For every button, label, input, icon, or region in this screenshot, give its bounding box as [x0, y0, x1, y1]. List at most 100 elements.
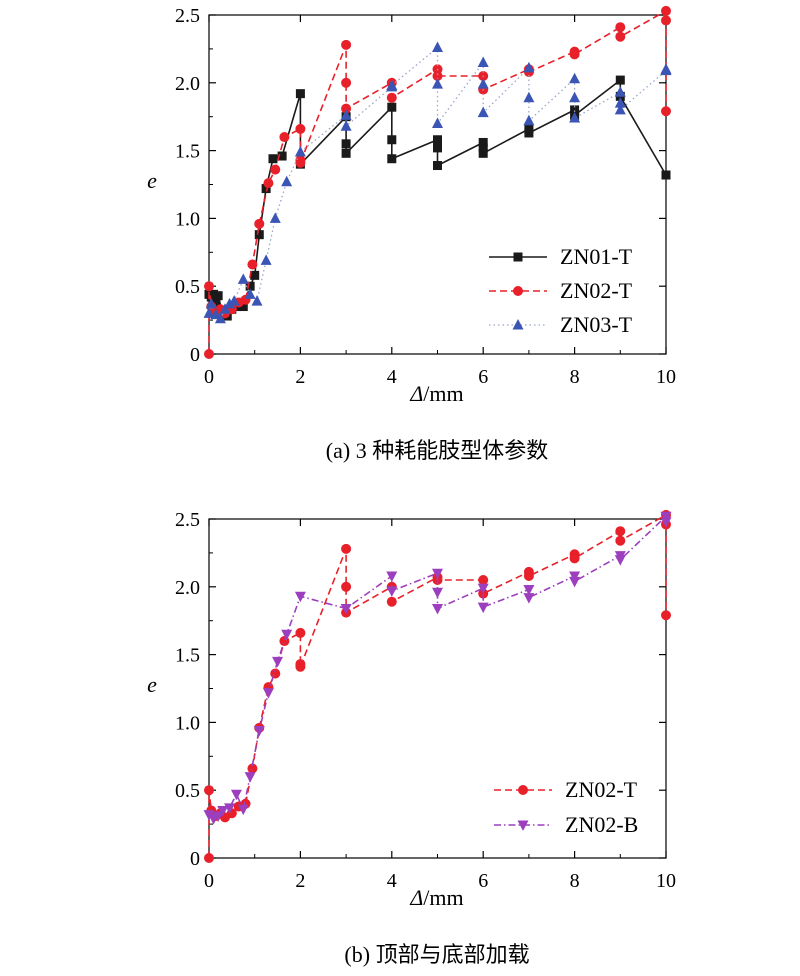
data-point-zn02-b	[340, 603, 352, 615]
data-point-zn02-b	[432, 603, 443, 615]
data-point-zn02-t	[204, 281, 214, 292]
x-tick-label: 6	[478, 870, 488, 892]
legend-marker-zn02-t-b	[518, 785, 528, 795]
data-point-zn01-t	[211, 297, 221, 307]
x-tick-label: 2	[295, 870, 305, 892]
y-tick-label: 2.0	[175, 73, 200, 95]
data-point-zn03-t	[228, 295, 240, 306]
data-point-zn02-b	[569, 576, 581, 588]
data-point-zn02-t	[615, 22, 626, 33]
x-axis-unit-b: /mm	[423, 885, 463, 910]
x-tick-label: 8	[570, 870, 580, 892]
legend-entry-zn01-t: ZN01-T	[489, 244, 633, 269]
data-point-zn01-t	[295, 89, 305, 99]
x-axis-label-b: Δ/mm	[409, 885, 463, 910]
y-tick-labels-a: 0 0.5 1.0 1.5 2.0 2.5	[175, 5, 200, 366]
data-point-zn02-t	[254, 218, 265, 229]
data-point-zn01-t	[524, 128, 534, 138]
data-point-zn03-t	[477, 106, 489, 118]
data-point-zn03-t	[340, 120, 352, 131]
data-point-zn01-t	[615, 75, 625, 85]
data-point-zn03-t	[203, 307, 215, 318]
data-point-zn02-t	[523, 570, 534, 581]
data-point-zn02-t	[341, 581, 352, 592]
data-point-zn02-t	[295, 123, 306, 134]
data-point-zn02-t	[341, 39, 352, 50]
legend-symbol-zn01-t	[513, 252, 523, 262]
data-point-zn01-t	[478, 148, 488, 158]
legend-symbol-zn02-b	[517, 820, 529, 831]
legend-symbol-zn03-t	[512, 319, 524, 330]
legend-marker-zn01-t	[513, 252, 523, 262]
data-point-zn03-t	[432, 41, 443, 53]
legend-marker-zn02-b	[517, 820, 529, 831]
y-tick-label: 1.5	[175, 645, 200, 667]
y-tick-label: 1.0	[175, 712, 200, 734]
data-point-zn03-t	[523, 114, 535, 126]
legend-label-zn01-t: ZN01-T	[560, 244, 633, 269]
data-point-zn03-t	[477, 78, 489, 89]
data-point-zn01-t	[209, 289, 219, 299]
data-point-zn02-b	[281, 629, 293, 641]
data-point-zn02-t	[341, 77, 352, 88]
legend-entry-zn02-b: ZN02-B	[494, 812, 638, 837]
legend-marker-zn03-t	[512, 319, 524, 330]
legend-label-zn02-t: ZN02-T	[560, 278, 633, 303]
data-point-zn02-t	[341, 543, 352, 554]
legend-label-zn03-t: ZN03-T	[560, 312, 633, 337]
data-point-zn02-b	[212, 811, 224, 822]
data-point-zn02-t	[569, 49, 580, 60]
x-tick-label: 0	[204, 870, 214, 892]
x-axis-symbol-b: Δ	[409, 885, 423, 910]
series-zn02-t-b	[204, 509, 671, 863]
data-point-zn01-t	[341, 139, 351, 149]
data-point-zn02-b	[660, 511, 672, 523]
data-point-zn03-t	[219, 303, 231, 314]
series-zn02-t-a	[204, 5, 671, 359]
y-tick-label: 1.5	[175, 141, 200, 163]
data-point-zn02-t	[341, 103, 352, 114]
data-point-zn01-t	[387, 154, 397, 164]
data-point-zn03-t	[569, 112, 581, 123]
data-point-zn03-t	[614, 86, 626, 97]
data-point-zn01-t	[277, 151, 287, 161]
data-point-zn01-t	[341, 148, 351, 158]
y-axis-label-b: e	[147, 672, 157, 697]
data-point-zn03-t	[214, 312, 226, 324]
data-point-zn03-t	[269, 212, 281, 223]
data-point-zn02-t	[615, 31, 626, 42]
data-point-zn02-b	[386, 586, 398, 597]
data-point-zn01-t	[387, 102, 397, 112]
data-point-zn02-t	[247, 763, 258, 774]
data-point-zn03-t	[251, 295, 263, 306]
series-line-zn02-t	[208, 514, 667, 858]
data-point-zn01-t	[254, 230, 264, 240]
data-point-zn02-t	[569, 553, 580, 564]
data-point-zn03-t	[569, 91, 581, 103]
data-point-zn02-t	[386, 596, 397, 607]
data-point-zn03-t	[432, 78, 443, 89]
data-point-zn03-t	[294, 145, 306, 157]
data-point-zn03-t	[614, 103, 626, 115]
data-point-zn02-t	[204, 349, 214, 359]
data-point-zn02-b	[432, 587, 443, 599]
data-point-zn03-t	[205, 297, 217, 309]
y-tick-label: 2.0	[175, 577, 200, 599]
data-point-zn02-t	[661, 610, 671, 621]
data-point-zn01-t	[261, 184, 271, 194]
series-layer-b	[203, 509, 672, 863]
data-point-zn02-t	[615, 526, 626, 537]
x-tick-label: 2	[295, 366, 305, 388]
data-point-zn02-t	[247, 259, 258, 270]
data-point-zn01-t	[387, 135, 397, 145]
data-point-zn01-t	[213, 291, 223, 301]
series-layer-a	[203, 5, 672, 359]
data-point-zn02-t	[295, 627, 306, 638]
data-point-zn02-t	[478, 575, 489, 586]
data-point-zn03-t	[660, 63, 672, 74]
data-point-zn01-t	[238, 302, 248, 312]
data-point-zn02-t	[432, 71, 443, 82]
data-point-zn02-b	[253, 726, 265, 737]
chart-panel-a: 0 2 4 6 8 10 0 0.5 1.0 1.5 2.0 2.5 e Δ/mm (a) 3 种耗…	[147, 5, 676, 463]
